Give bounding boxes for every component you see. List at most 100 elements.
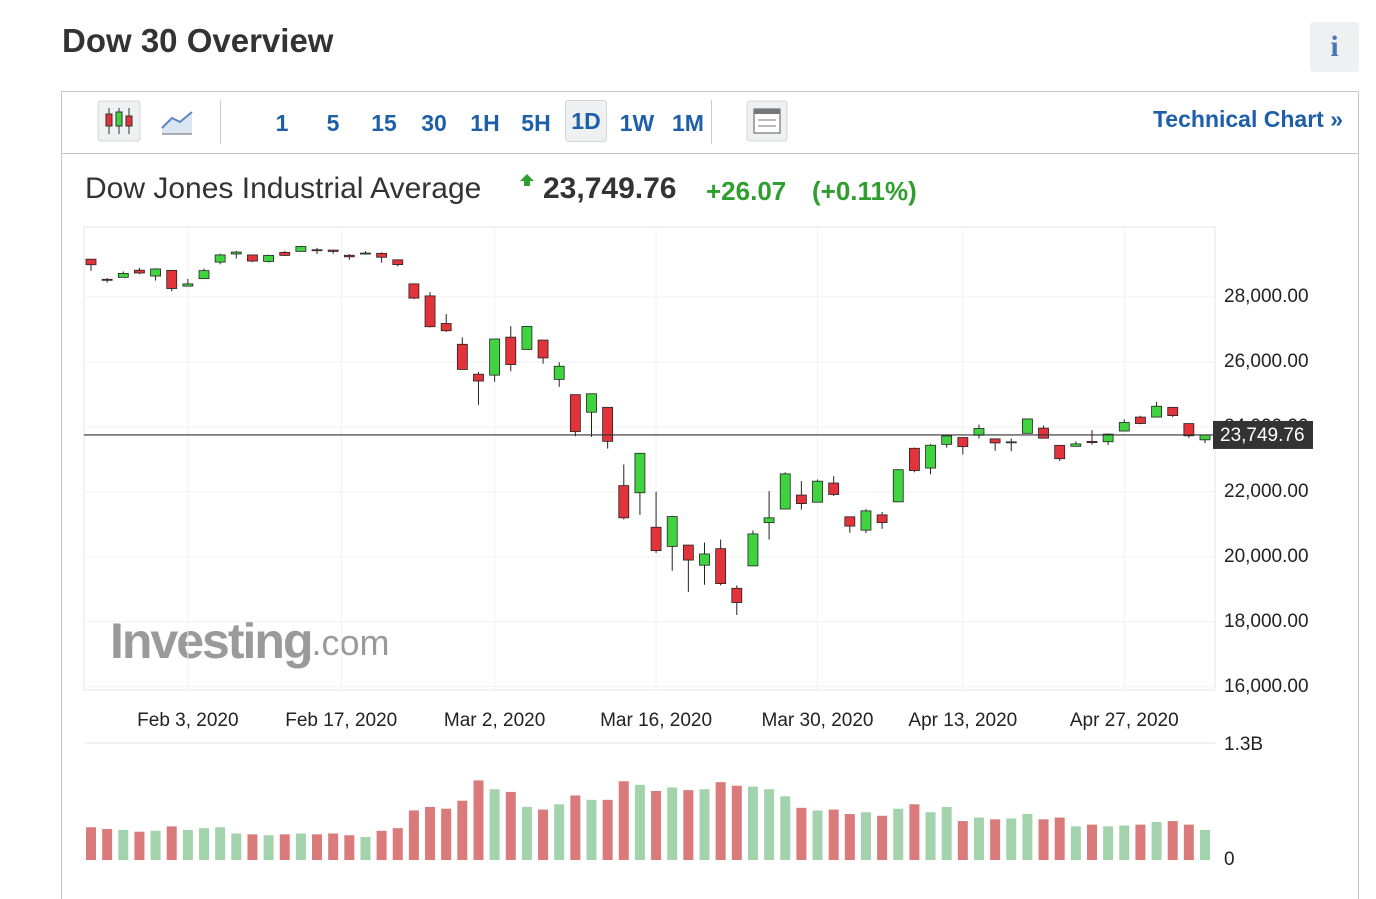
volume-bar <box>699 789 710 860</box>
separator <box>711 100 712 144</box>
candle-body <box>747 533 759 567</box>
volume-bar <box>1103 826 1114 860</box>
volume-bar <box>973 817 984 860</box>
x-tick-label: Mar 2, 2020 <box>444 710 545 731</box>
volume-bar <box>408 810 419 860</box>
volume-bar <box>860 812 871 860</box>
layout-button[interactable] <box>746 100 788 142</box>
candle-body <box>618 485 630 519</box>
volume-bar <box>521 806 532 860</box>
candle-body <box>812 480 823 503</box>
candle-body <box>941 435 953 445</box>
volume-bar <box>1183 824 1194 860</box>
volume-bar <box>844 814 855 860</box>
candle-body <box>166 269 178 289</box>
volume-bar <box>941 806 952 860</box>
interval-button[interactable]: 1D <box>565 100 607 142</box>
candle-body <box>1054 444 1066 460</box>
candle-body <box>117 272 129 278</box>
volume-bar <box>667 787 678 860</box>
candle-body <box>715 548 727 585</box>
volume-bar <box>602 799 613 860</box>
candle-body <box>844 516 856 527</box>
volume-bar <box>344 835 355 860</box>
interval-button[interactable]: 30 <box>421 110 447 136</box>
candle-body <box>150 268 161 277</box>
volume-bar <box>909 804 920 860</box>
volume-bar <box>199 828 210 860</box>
y-tick-label: 28,000.00 <box>1224 286 1309 307</box>
candle-body <box>908 447 920 471</box>
volume-bar <box>764 789 775 860</box>
candle-body <box>957 437 969 448</box>
grid <box>84 227 1215 690</box>
up-arrow <box>520 174 534 186</box>
candle-body <box>1151 405 1162 418</box>
interval-button[interactable]: 5 <box>326 110 340 136</box>
volume-bar <box>731 785 742 860</box>
volume-bar <box>328 833 339 860</box>
watermark-suffix: .com <box>311 622 389 663</box>
x-tick-label: Feb 17, 2020 <box>285 710 397 731</box>
last-price-box <box>1213 420 1313 449</box>
technical-chart-link[interactable]: Technical Chart » <box>1152 106 1343 132</box>
volume-bar <box>457 800 468 860</box>
interval-button[interactable]: 1M <box>672 110 704 136</box>
candle-body <box>650 526 662 552</box>
volume-bar <box>1200 829 1210 860</box>
candle-body <box>456 343 468 370</box>
y-tick-label: 22,000.00 <box>1224 481 1309 502</box>
candle-body <box>1005 441 1017 444</box>
line-chart-button[interactable] <box>160 106 196 136</box>
candle-body <box>295 246 307 252</box>
volume-bar <box>295 833 306 860</box>
info-button[interactable]: i <box>1310 22 1359 72</box>
candle-body <box>311 249 323 252</box>
volume-bar <box>747 786 758 860</box>
chart-frame <box>61 91 1359 899</box>
y2-tick-label: 0 <box>1224 849 1235 870</box>
volume-bar <box>376 830 387 860</box>
volume-bar <box>812 810 823 860</box>
interval-button[interactable]: 1H <box>470 110 500 136</box>
candle-body <box>1199 434 1211 441</box>
volume-bar <box>505 791 516 860</box>
volume-bar <box>150 830 161 860</box>
volume-bar <box>102 829 113 860</box>
candle-body <box>763 517 775 524</box>
volume-bar <box>1006 818 1017 860</box>
candle-body <box>634 452 646 494</box>
y-tick-label: 26,000.00 <box>1224 351 1309 372</box>
candle-body <box>376 252 388 258</box>
volume-bar <box>586 799 597 860</box>
x-tick-label: Feb 3, 2020 <box>137 710 238 731</box>
candle-body <box>602 406 614 442</box>
candle-body <box>1086 441 1098 443</box>
volume-bar <box>1086 824 1097 860</box>
x-tick-label: Mar 30, 2020 <box>762 710 874 731</box>
volume-bar <box>231 833 242 860</box>
volume-bar <box>1038 819 1049 860</box>
volume-bar <box>1135 824 1146 860</box>
volume-bar <box>279 834 290 860</box>
candle-body <box>230 251 242 255</box>
x-tick-label: Apr 13, 2020 <box>908 710 1017 731</box>
separator <box>220 100 221 144</box>
y-tick-label: 16,000.00 <box>1224 676 1309 697</box>
interval-button[interactable]: 1 <box>275 110 289 136</box>
interval-button[interactable]: 5H <box>521 110 551 136</box>
interval-button[interactable]: 1W <box>619 110 655 136</box>
candle-body <box>1167 406 1179 416</box>
last-price-label: 23,749.76 <box>1220 425 1305 446</box>
volume-bar <box>618 781 629 860</box>
volume-bar <box>683 790 694 860</box>
interval-button[interactable]: 15 <box>371 110 397 136</box>
candle-body <box>424 295 436 328</box>
volume-bar <box>1054 817 1065 860</box>
candle-body <box>1102 433 1114 443</box>
candle-chart-button[interactable] <box>97 100 141 142</box>
candle-body <box>247 254 258 262</box>
candle-body <box>682 544 694 561</box>
